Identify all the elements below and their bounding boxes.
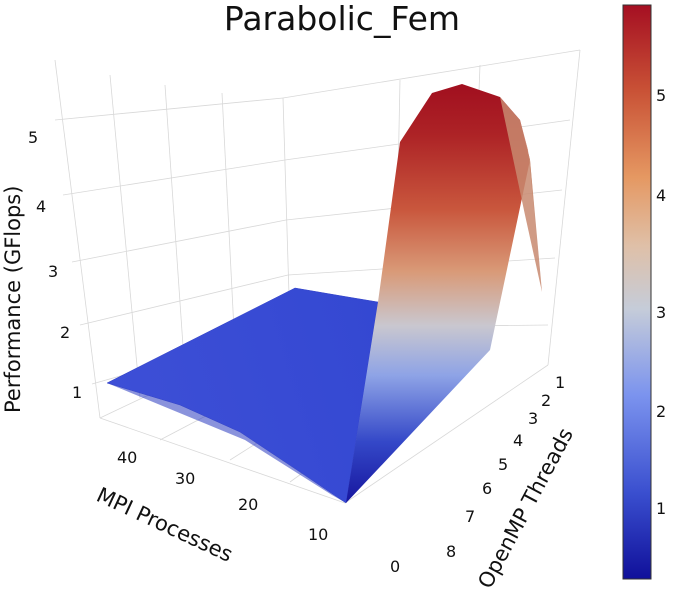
y-axis-title: OpenMP Threads — [473, 424, 578, 592]
colorbar-tick-1: 1 — [656, 499, 666, 518]
x-tick-0: 0 — [390, 557, 400, 576]
colorbar-tick-4: 4 — [656, 186, 666, 205]
y-tick-1: 1 — [555, 373, 565, 392]
x-axis-title: MPI Processes — [93, 483, 237, 567]
surface-peak-right-edge — [500, 97, 542, 292]
z-ticks: 1 2 3 4 5 — [28, 128, 82, 402]
x-tick-40: 40 — [117, 448, 137, 467]
x-ticks: 0 10 20 30 40 — [117, 448, 400, 576]
colorbar-tick-5: 5 — [656, 86, 666, 105]
y-tick-8: 8 — [446, 542, 456, 561]
colorbar — [622, 4, 652, 580]
colorbar-tick-3: 3 — [656, 303, 666, 322]
z-tick-3: 3 — [48, 262, 58, 281]
surface-peak-wall — [346, 84, 530, 503]
colorbar-ticks: 1 2 3 4 5 — [656, 86, 666, 518]
y-tick-6: 6 — [482, 479, 492, 498]
x-tick-20: 20 — [238, 495, 258, 514]
x-tick-30: 30 — [175, 469, 195, 488]
y-tick-3: 3 — [528, 409, 538, 428]
z-tick-5: 5 — [28, 128, 38, 147]
y-tick-7: 7 — [465, 507, 475, 526]
y-ticks: 1 2 3 4 5 6 7 8 — [446, 373, 565, 561]
z-tick-4: 4 — [36, 197, 46, 216]
z-tick-1: 1 — [72, 383, 82, 402]
x-tick-10: 10 — [308, 525, 328, 544]
chart-title: Parabolic_Fem — [224, 0, 460, 38]
y-tick-4: 4 — [513, 431, 523, 450]
z-axis-title: Performance (GFlops) — [1, 186, 25, 413]
y-tick-2: 2 — [541, 391, 551, 410]
y-tick-5: 5 — [498, 455, 508, 474]
z-tick-2: 2 — [60, 323, 70, 342]
colorbar-tick-2: 2 — [656, 402, 666, 421]
